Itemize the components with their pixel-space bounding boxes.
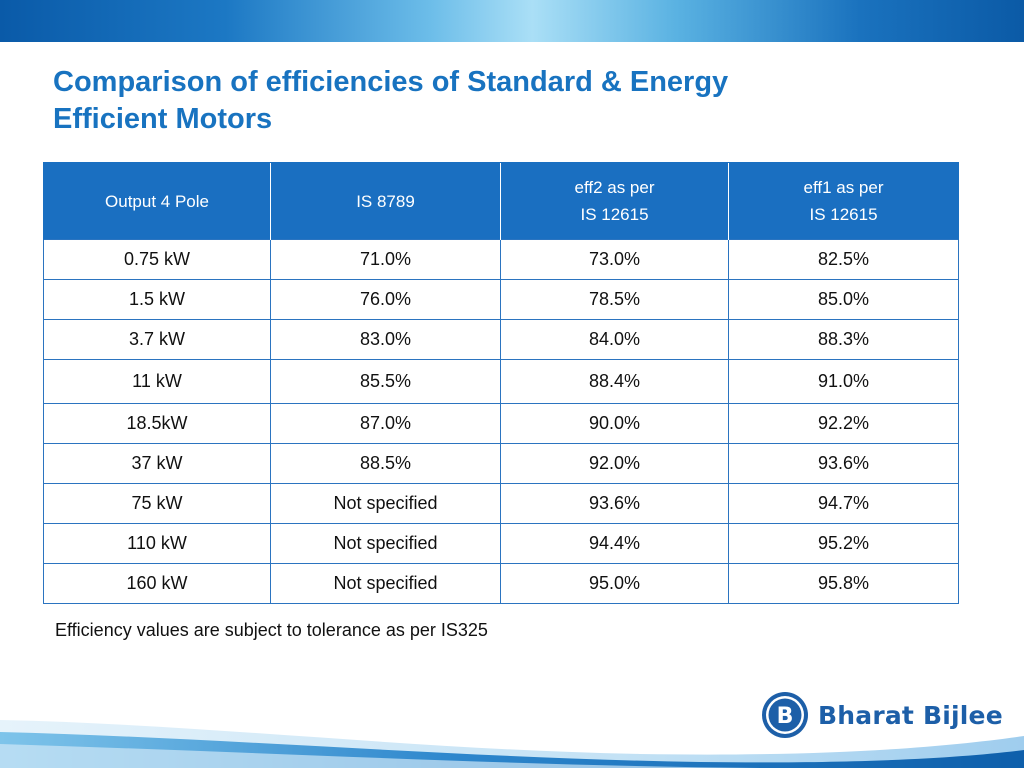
table-row: 11 kW 85.5% 88.4% 91.0% [43,359,959,404]
table-row: 0.75 kW 71.0% 73.0% 82.5% [43,239,959,280]
cell-eff2: 92.0% [500,443,729,484]
slide-title-line-2: Efficient Motors [53,103,273,135]
cell-eff2: 84.0% [500,319,729,360]
header-label-line-1: eff1 as per [803,178,884,197]
header-output-4-pole: Output 4 Pole [43,162,271,240]
cell-eff1: 94.7% [728,483,959,524]
cell-eff2: 93.6% [500,483,729,524]
table-row: 37 kW 88.5% 92.0% 93.6% [43,443,959,484]
cell-is-8789: 88.5% [270,443,501,484]
cell-is-8789: 76.0% [270,279,501,320]
tolerance-note: Efficiency values are subject to toleran… [55,620,488,640]
cell-eff1: 82.5% [728,239,959,280]
header-label-line-2: IS 12615 [580,205,649,224]
cell-output: 160 kW [43,563,271,604]
table-row: 3.7 kW 83.0% 84.0% 88.3% [43,319,959,360]
cell-output: 37 kW [43,443,271,484]
cell-eff2: 94.4% [500,523,729,564]
table-header-row: Output 4 Pole IS 8789 eff2 as per IS 126… [43,162,959,240]
cell-is-8789: 85.5% [270,359,501,404]
table-row: 110 kW Not specified 94.4% 95.2% [43,523,959,564]
cell-output: 3.7 kW [43,319,271,360]
cell-eff1: 92.2% [728,403,959,444]
bharat-bijlee-logo-icon: B [762,692,808,738]
cell-eff1: 95.2% [728,523,959,564]
slide-title: Comparison of efficiencies of Standard &… [53,64,953,138]
logo-mark-letter: B [777,704,794,729]
cell-eff1: 93.6% [728,443,959,484]
cell-eff2: 95.0% [500,563,729,604]
header-label: Output 4 Pole [105,191,209,211]
bottom-wave-decoration [0,720,1024,768]
cell-is-8789: 83.0% [270,319,501,360]
table-row: 160 kW Not specified 95.0% 95.8% [43,563,959,604]
cell-output: 110 kW [43,523,271,564]
cell-output: 11 kW [43,359,271,404]
header-label: IS 8789 [356,191,415,211]
cell-is-8789: Not specified [270,563,501,604]
cell-eff1: 95.8% [728,563,959,604]
logo-wordmark: Bharat Bijlee [818,700,1003,730]
slide-title-line-1: Comparison of efficiencies of Standard &… [53,66,729,98]
header-eff2: eff2 as per IS 12615 [500,162,729,240]
table-row: 75 kW Not specified 93.6% 94.7% [43,483,959,524]
cell-output: 1.5 kW [43,279,271,320]
efficiency-table: Output 4 Pole IS 8789 eff2 as per IS 126… [43,162,959,604]
table-row: 1.5 kW 76.0% 78.5% 85.0% [43,279,959,320]
table-row: 18.5kW 87.0% 90.0% 92.2% [43,403,959,444]
cell-output: 0.75 kW [43,239,271,280]
header-is-8789: IS 8789 [270,162,501,240]
cell-output: 75 kW [43,483,271,524]
cell-eff1: 91.0% [728,359,959,404]
cell-is-8789: 87.0% [270,403,501,444]
cell-is-8789: 71.0% [270,239,501,280]
header-label-line-1: eff2 as per [574,178,655,197]
cell-eff2: 90.0% [500,403,729,444]
cell-eff2: 88.4% [500,359,729,404]
cell-eff2: 73.0% [500,239,729,280]
bharat-bijlee-logo: B Bharat Bijlee [760,688,1003,742]
cell-eff2: 78.5% [500,279,729,320]
cell-eff1: 85.0% [728,279,959,320]
cell-output: 18.5kW [43,403,271,444]
header-eff1: eff1 as per IS 12615 [728,162,959,240]
header-label-line-2: IS 12615 [809,205,878,224]
cell-is-8789: Not specified [270,483,501,524]
top-banner [0,0,1024,42]
cell-is-8789: Not specified [270,523,501,564]
cell-eff1: 88.3% [728,319,959,360]
